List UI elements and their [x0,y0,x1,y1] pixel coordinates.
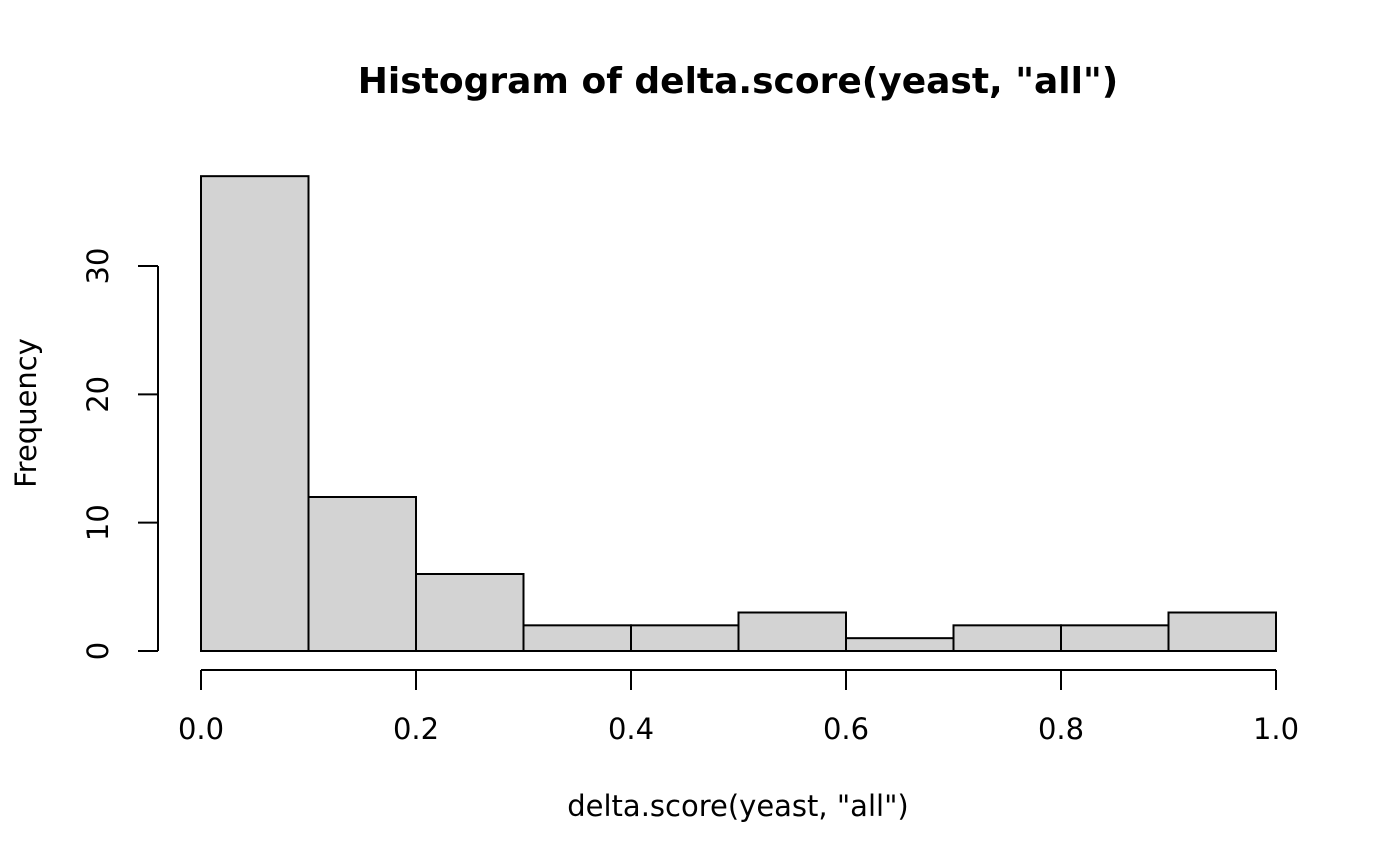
histogram-bar-7 [952,624,1062,652]
y-tick-label-0: 0 [81,642,115,660]
y-tick-label-1: 10 [81,504,115,541]
y-axis-label: Frequency [9,338,43,488]
x-tick-label-1: 0.2 [393,712,439,746]
chart-title: Histogram of delta.score(yeast, "all") [358,61,1118,102]
x-tick-label-3: 0.6 [823,712,869,746]
bars-group [200,175,1277,653]
x-tick-label-2: 0.4 [608,712,654,746]
histogram-bar-1 [307,496,417,652]
histogram-bar-5 [737,611,847,652]
histogram-bar-4 [630,624,740,652]
x-tick-label-0: 0.0 [178,712,224,746]
y-tick-label-3: 30 [81,248,115,285]
histogram-bar-8 [1060,624,1170,652]
y-tick-label-2: 20 [81,376,115,413]
x-axis-label: delta.score(yeast, "all") [567,789,908,823]
x-tick-label-4: 0.8 [1038,712,1084,746]
y-axis: 0 10 20 30 [81,248,159,660]
x-axis: 0.0 0.2 0.4 0.6 0.8 1.0 [178,669,1299,746]
histogram-bar-6 [845,637,955,653]
histogram-bar-0 [200,175,310,653]
histogram-bar-9 [1167,611,1277,652]
histogram-bar-2 [415,573,525,652]
histogram-bar-3 [522,624,632,652]
x-tick-label-5: 1.0 [1253,712,1299,746]
